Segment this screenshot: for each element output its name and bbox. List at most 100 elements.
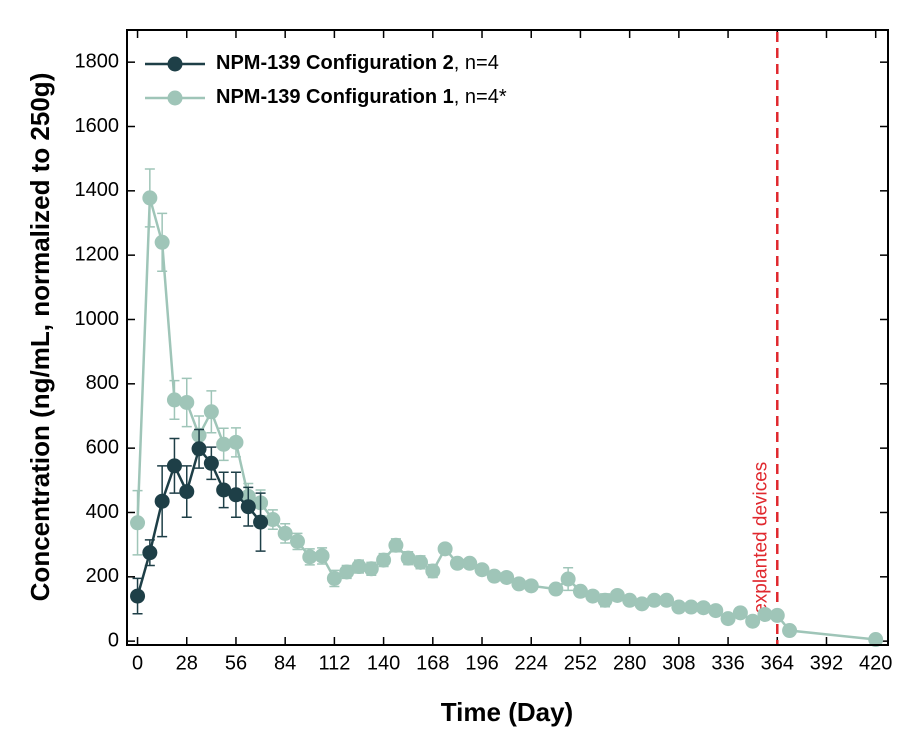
data-point — [683, 599, 699, 615]
data-point — [240, 499, 256, 515]
x-tick-label: 336 — [711, 652, 744, 674]
x-tick-label: 28 — [176, 652, 198, 674]
x-tick-label: 308 — [662, 652, 695, 674]
data-point — [265, 512, 281, 528]
x-tick-label: 140 — [367, 652, 400, 674]
data-point — [437, 541, 453, 557]
data-point — [142, 190, 158, 206]
legend-name: NPM-139 Configuration 1 — [216, 86, 454, 108]
data-point — [203, 404, 219, 420]
data-point — [622, 592, 638, 608]
data-point — [154, 493, 170, 509]
x-tick-label: 392 — [810, 652, 843, 674]
data-point — [499, 569, 515, 585]
y-tick-label: 1000 — [75, 308, 120, 330]
data-point — [400, 550, 416, 566]
data-point — [142, 545, 158, 561]
y-tick-label: 200 — [86, 565, 119, 587]
x-axis-label: Time (Day) — [441, 697, 573, 727]
plot-frame — [126, 29, 889, 646]
x-tick-label: 84 — [274, 652, 296, 674]
data-point — [597, 592, 613, 608]
y-tick-label: 1400 — [75, 179, 120, 201]
data-point — [179, 484, 195, 500]
y-tick-label: 1800 — [75, 50, 120, 72]
x-tick-label: 364 — [761, 652, 794, 674]
data-point — [474, 562, 490, 578]
data-point — [769, 607, 785, 623]
data-point — [302, 549, 318, 565]
data-point — [388, 537, 404, 553]
x-tick-label: 0 — [132, 652, 143, 674]
data-point — [179, 394, 195, 410]
legend-label: NPM-139 Configuration 1, n=4* — [216, 86, 507, 108]
data-point — [228, 434, 244, 450]
data-point — [228, 487, 244, 503]
data-point — [720, 611, 736, 627]
data-point — [486, 568, 502, 584]
data-point — [166, 458, 182, 474]
data-point — [166, 392, 182, 408]
data-point — [154, 234, 170, 250]
data-point — [609, 587, 625, 603]
y-tick-label: 0 — [108, 629, 119, 651]
data-point — [572, 583, 588, 599]
data-point — [634, 596, 650, 612]
legend-marker — [167, 90, 183, 106]
y-tick-label: 1600 — [75, 115, 120, 137]
x-tick-label: 56 — [225, 652, 247, 674]
data-point — [523, 578, 539, 594]
data-point — [277, 525, 293, 541]
data-point — [376, 552, 392, 568]
data-point — [560, 571, 576, 587]
x-tick-label: 112 — [318, 652, 350, 674]
y-axis-label: Concentration (ng/mL, normalized to 250g… — [25, 73, 55, 602]
x-tick-label: 196 — [465, 652, 498, 674]
data-point — [289, 533, 305, 549]
legend-name: NPM-139 Configuration 2 — [216, 52, 454, 74]
data-point — [339, 564, 355, 580]
data-point — [413, 554, 429, 570]
x-tick-label: 224 — [515, 652, 548, 674]
legend-note: , n=4* — [454, 86, 507, 108]
data-point — [745, 613, 761, 629]
x-tick-label: 168 — [416, 652, 449, 674]
data-point — [130, 515, 146, 531]
data-point — [314, 548, 330, 564]
data-point — [548, 581, 564, 597]
data-point — [868, 632, 884, 648]
data-point — [757, 606, 773, 622]
data-point — [191, 441, 207, 457]
y-tick-label: 400 — [86, 501, 119, 523]
legend-marker — [167, 56, 183, 72]
data-point — [585, 588, 601, 604]
data-point — [462, 555, 478, 571]
x-tick-label: 252 — [564, 652, 597, 674]
data-point — [425, 563, 441, 579]
data-point — [363, 561, 379, 577]
data-point — [253, 514, 269, 530]
data-point — [671, 599, 687, 615]
data-point — [216, 436, 232, 452]
data-point — [708, 603, 724, 619]
annotation-text: explanted devices — [750, 462, 771, 614]
data-point — [782, 623, 798, 639]
data-point — [216, 482, 232, 498]
legend-note: , n=4 — [454, 52, 499, 74]
data-point — [695, 600, 711, 616]
y-tick-label: 1200 — [75, 243, 120, 265]
data-point — [449, 555, 465, 571]
data-point — [130, 588, 146, 604]
data-point — [511, 576, 527, 592]
legend-label: NPM-139 Configuration 2, n=4 — [216, 52, 499, 74]
x-tick-label: 420 — [859, 652, 892, 674]
y-tick-label: 600 — [86, 436, 119, 458]
data-point — [732, 605, 748, 621]
y-tick-label: 800 — [86, 372, 119, 394]
x-tick-label: 280 — [613, 652, 646, 674]
data-point — [326, 570, 342, 586]
data-point — [659, 592, 675, 608]
data-point — [351, 559, 367, 575]
data-point — [646, 592, 662, 608]
